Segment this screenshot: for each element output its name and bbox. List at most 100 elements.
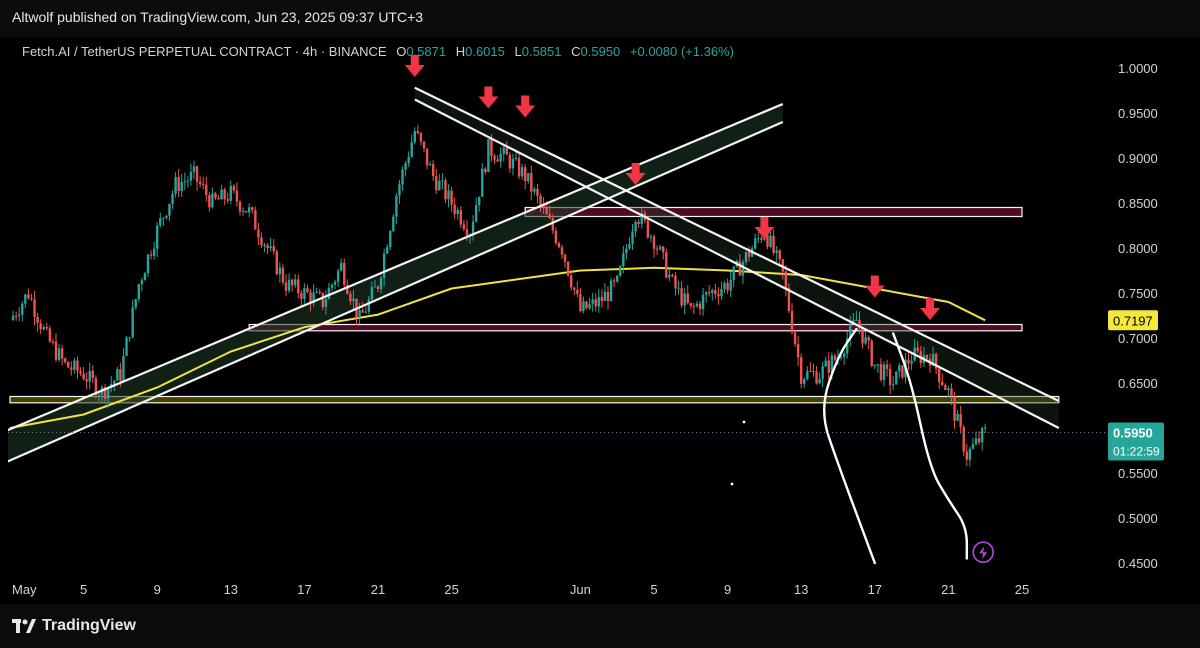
candle-body [609,280,613,302]
candle-body [244,210,248,213]
candle-body [640,213,643,225]
candle-body [284,282,288,291]
candle-body [790,310,794,333]
candle-body [738,261,742,276]
candle-body [254,210,257,230]
candle-body [48,328,52,342]
candle-body [800,357,803,384]
candle-body [974,438,978,445]
sell-arrow-icon [404,55,425,77]
candle-body [290,279,294,286]
y-tick-label: 0.9000 [1118,151,1158,166]
candle-body [352,298,355,302]
moving-average-line [9,266,986,429]
candle-body [318,291,321,293]
candle-body [465,229,469,236]
candle-body [686,293,689,303]
candle-body [591,299,594,304]
candle-body [327,287,331,300]
candle-body [36,316,39,324]
candle-body [392,216,395,232]
candle-body [493,155,496,160]
candle-body [524,167,527,181]
candle-body [370,287,374,300]
projection-path-1 [892,332,968,560]
sell-arrow-icon [864,275,885,298]
low-value: 0.5851 [521,44,562,59]
candle-body [214,193,217,198]
candle-body [772,235,775,253]
tradingview-logo[interactable]: TradingView [12,617,136,635]
candle-body [530,173,533,192]
candle-body [849,323,852,339]
symbol-name: Fetch.AI / TetherUS PERPETUAL CONTRACT ·… [22,44,387,59]
candle-body [459,210,462,225]
candle-body [306,288,309,293]
candle-body [309,292,312,304]
candle-body [511,158,515,169]
candle-body [79,371,82,374]
candle-body [502,147,505,154]
candle-body [416,131,420,133]
candle-body [42,327,45,330]
candle-body [205,184,208,196]
candle-body [278,267,282,275]
candle-body [499,153,502,162]
candle-body [478,196,481,206]
candle-body [428,164,432,166]
candle-body [674,275,677,289]
candle-body [379,277,383,290]
candle-body [573,287,576,290]
candle-body [603,291,607,302]
candle-body [560,247,564,255]
candle-body [934,353,938,369]
x-tick-label: 21 [941,582,955,597]
x-tick-label: 9 [724,582,731,597]
trendline-ascending-channel-lower [0,120,784,467]
candle-body [680,287,683,306]
candle-body [171,193,174,204]
candle-body [536,188,539,196]
sell-arrow-icon [478,86,499,109]
candle-body [533,188,536,192]
candle-body [435,176,438,191]
candle-body [54,341,58,360]
x-tick-label: 25 [1015,582,1029,597]
candle-body [73,360,76,370]
y-tick-label: 0.5500 [1118,466,1158,481]
candle-body [422,141,426,149]
candle-body [570,275,573,288]
candle-body [487,139,490,173]
candle-body [649,236,653,238]
candle-body [548,214,551,219]
candle-body [484,168,487,173]
candle-body [450,190,453,205]
candle-body [122,355,125,381]
candle-body [775,250,778,253]
close-label: C [571,44,581,59]
candle-body [229,185,232,201]
x-tick-label: 17 [868,582,882,597]
candle-body [336,270,340,282]
y-tick-label: 0.9500 [1118,106,1158,121]
candle-body [21,303,24,315]
y-tick-label: 0.8500 [1118,196,1158,211]
candle-body [180,182,183,192]
candle-body [474,205,478,222]
lightning-badge-icon [972,541,995,564]
candle-body [557,242,561,248]
candle-body [760,238,763,240]
candle-body [490,139,493,156]
candle-body [947,388,950,391]
y-tick-label: 1.0000 [1118,61,1158,76]
candle-body [594,299,597,307]
y-tick-label: 0.5000 [1118,511,1158,526]
candle-body [186,180,190,182]
candle-body [809,370,812,372]
candle-body [585,301,588,309]
candle-body [18,314,21,317]
chart-area[interactable]: 1.0000 0.9500 0.9000 0.8500 0.8000 0.7500 0.70… [0,38,1200,604]
price-chart[interactable]: 1.0000 0.9500 0.9000 0.8500 0.8000 0.7500 0.70… [0,38,1200,604]
candle-body [882,364,886,380]
candle-body [888,368,892,385]
